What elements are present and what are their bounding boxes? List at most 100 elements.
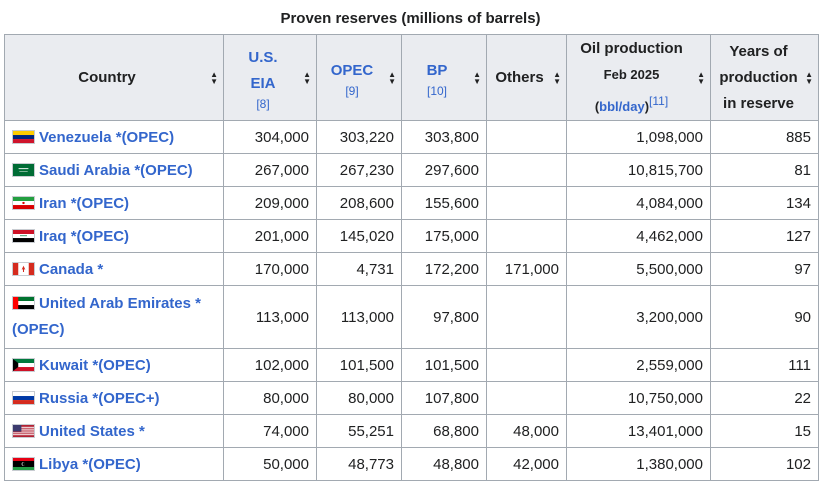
column-header-oil-production[interactable]: Oil production Feb 2025 (bbl/day)[11] ▲▼ (567, 35, 711, 121)
cell-country: Iran *(OPEC) (5, 187, 224, 220)
cell-others (487, 121, 567, 154)
cell-years: 111 (711, 349, 819, 382)
column-header-label: Others (495, 69, 543, 86)
cell-opec: 4,731 (317, 253, 402, 286)
cell-eia: 170,000 (224, 253, 317, 286)
cell-country: United States * (5, 415, 224, 448)
footnote-star-link[interactable]: * (97, 261, 103, 278)
country-link[interactable]: United Arab Emirates (39, 295, 191, 312)
country-link[interactable]: Canada (39, 261, 93, 278)
cell-others (487, 154, 567, 187)
eia-link[interactable]: U.S. EIA (243, 45, 283, 97)
country-link[interactable]: Venezuela (39, 129, 112, 146)
cell-years: 97 (711, 253, 819, 286)
cell-bp: 68,800 (402, 415, 487, 448)
cell-country: Venezuela *(OPEC) (5, 121, 224, 154)
cell-eia: 267,000 (224, 154, 317, 187)
column-header-label: Country (78, 69, 136, 86)
column-header-years-in-reserve[interactable]: Years of production in reserve ▲▼ (711, 35, 819, 121)
cell-bp: 303,800 (402, 121, 487, 154)
column-header-bp[interactable]: BP [10] ▲▼ (402, 35, 487, 121)
column-header-others[interactable]: Others ▲▼ (487, 35, 567, 121)
group-link[interactable]: (OPEC) (122, 129, 175, 146)
cell-years: 885 (711, 121, 819, 154)
cell-eia: 74,000 (224, 415, 317, 448)
cell-production: 3,200,000 (567, 286, 711, 349)
group-link[interactable]: (OPEC) (77, 195, 130, 212)
cell-production: 4,462,000 (567, 220, 711, 253)
russia-flag-icon (12, 391, 35, 405)
column-header-eia[interactable]: U.S. EIA [8] ▲▼ (224, 35, 317, 121)
group-link[interactable]: (OPEC) (98, 357, 151, 374)
sort-arrows-icon[interactable]: ▲▼ (473, 71, 481, 85)
footnote-star-link[interactable]: * (139, 423, 145, 440)
eia-reference-link[interactable]: [8] (228, 97, 298, 111)
table-caption: Proven reserves (millions of barrels) (0, 0, 821, 34)
column-header-label: Years of production in reserve (719, 43, 797, 112)
sort-arrows-icon[interactable]: ▲▼ (210, 71, 218, 85)
column-header-country[interactable]: Country ▲▼ (5, 35, 224, 121)
oil-reserves-table: Country ▲▼ U.S. EIA [8] ▲▼ OPEC [9] ▲▼ B… (4, 34, 819, 481)
cell-production: 5,500,000 (567, 253, 711, 286)
cell-years: 81 (711, 154, 819, 187)
cell-years: 15 (711, 415, 819, 448)
cell-eia: 201,000 (224, 220, 317, 253)
cell-eia: 304,000 (224, 121, 317, 154)
bp-reference-link[interactable]: [10] (406, 84, 468, 98)
cell-production: 10,815,700 (567, 154, 711, 187)
opec-reference-link[interactable]: [9] (321, 84, 383, 98)
cell-bp: 107,800 (402, 382, 487, 415)
cell-country: Saudi Arabia *(OPEC) (5, 154, 224, 187)
kuwait-flag-icon (12, 358, 35, 372)
cell-others: 48,000 (487, 415, 567, 448)
cell-years: 127 (711, 220, 819, 253)
country-link[interactable]: Libya (39, 456, 78, 473)
country-link[interactable]: Russia (39, 390, 88, 407)
country-link[interactable]: Iraq (39, 228, 67, 245)
group-link[interactable]: (OPEC) (140, 162, 193, 179)
cell-others (487, 286, 567, 349)
cell-others (487, 382, 567, 415)
cell-years: 22 (711, 382, 819, 415)
cell-others (487, 349, 567, 382)
libya-flag-icon (12, 457, 35, 471)
group-link[interactable]: (OPEC) (77, 228, 130, 245)
country-link[interactable]: Kuwait (39, 357, 88, 374)
cell-opec: 145,020 (317, 220, 402, 253)
country-link[interactable]: Saudi Arabia (39, 162, 130, 179)
footnote-star-link[interactable]: * (195, 295, 201, 312)
country-link[interactable]: United States (39, 423, 135, 440)
production-reference-link[interactable]: [11] (649, 94, 668, 108)
cell-bp: 155,600 (402, 187, 487, 220)
sort-arrows-icon[interactable]: ▲▼ (388, 71, 396, 85)
header-row: Country ▲▼ U.S. EIA [8] ▲▼ OPEC [9] ▲▼ B… (5, 35, 819, 121)
opec-link[interactable]: OPEC (321, 58, 383, 84)
sort-arrows-icon[interactable]: ▲▼ (303, 71, 311, 85)
sort-arrows-icon[interactable]: ▲▼ (805, 71, 813, 85)
cell-country: Canada * (5, 253, 224, 286)
cell-country: United Arab Emirates * (OPEC) (5, 286, 224, 349)
cell-opec: 208,600 (317, 187, 402, 220)
venezuela-flag-icon (12, 130, 35, 144)
cell-country: Kuwait *(OPEC) (5, 349, 224, 382)
column-header-opec[interactable]: OPEC [9] ▲▼ (317, 35, 402, 121)
bbl-day-link[interactable]: bbl/day (599, 99, 645, 114)
sort-arrows-icon[interactable]: ▲▼ (553, 71, 561, 85)
saudi-arabia-flag-icon (12, 163, 35, 177)
cell-country: Russia *(OPEC+) (5, 382, 224, 415)
cell-bp: 175,000 (402, 220, 487, 253)
bp-link[interactable]: BP (406, 58, 468, 84)
cell-bp: 101,500 (402, 349, 487, 382)
country-link[interactable]: Iran (39, 195, 67, 212)
group-link[interactable]: (OPEC) (88, 456, 141, 473)
group-link[interactable]: (OPEC+) (98, 390, 159, 407)
cell-opec: 113,000 (317, 286, 402, 349)
sort-arrows-icon[interactable]: ▲▼ (697, 71, 705, 85)
group-link[interactable]: (OPEC) (12, 321, 65, 338)
